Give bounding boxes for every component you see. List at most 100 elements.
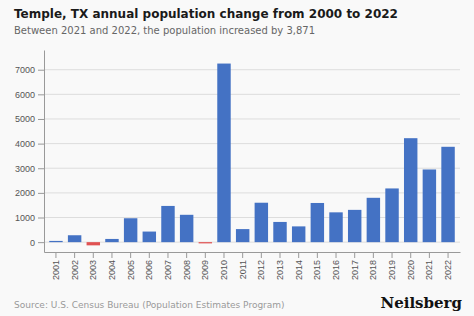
y-tick-label: 2000: [15, 188, 35, 198]
x-tick: 2011: [238, 252, 248, 279]
grid-line: [44, 69, 460, 70]
bar: [161, 206, 174, 242]
x-tick-mark: [55, 252, 56, 258]
x-tick: 2009: [200, 252, 210, 280]
x-tick: 2003: [88, 252, 98, 280]
x-tick: 2008: [182, 252, 192, 280]
grid: [44, 70, 460, 242]
x-tick-mark: [167, 252, 168, 258]
y-tick-label: 6000: [15, 90, 35, 100]
y-tick: 6000: [15, 90, 44, 100]
x-tick: 2002: [70, 252, 80, 280]
bar: [329, 212, 342, 242]
x-tick-mark: [298, 252, 299, 258]
y-tick-mark: [38, 168, 44, 169]
x-tick: 2006: [144, 252, 154, 280]
bar: [385, 188, 398, 242]
x-axis: 2001 2002 2003 2004 2005 2006 2007 2008 2009 2010…: [45, 252, 461, 280]
y-tick: 3000: [15, 164, 44, 174]
subtitle: Between 2021 and 2022, the population in…: [14, 25, 315, 36]
bar: [292, 226, 305, 242]
title: Temple, TX annual population change from…: [14, 7, 398, 21]
bars: [49, 64, 455, 246]
x-tick: 2017: [350, 252, 360, 280]
x-tick: 2019: [387, 252, 397, 280]
x-tick: 2001: [51, 252, 61, 280]
y-tick: 0: [30, 238, 44, 248]
bar: [217, 64, 230, 243]
bar: [68, 235, 81, 242]
x-tick-mark: [205, 252, 206, 258]
x-tick-label: 2001: [51, 260, 61, 280]
x-tick-label: 2018: [368, 260, 378, 280]
bar: [180, 215, 193, 242]
x-tick-label: 2017: [350, 260, 360, 280]
x-tick: 2010: [219, 252, 229, 280]
x-tick-label: 2011: [238, 260, 248, 279]
x-tick: 2005: [126, 252, 136, 280]
x-tick-mark: [410, 252, 411, 258]
grid-line: [44, 94, 460, 95]
x-tick-mark: [93, 252, 94, 258]
x-tick-mark: [130, 252, 131, 258]
y-tick-label: 4000: [15, 139, 35, 149]
x-tick-label: 2021: [424, 260, 434, 280]
chart: Temple, TX annual population change from…: [0, 0, 474, 316]
x-tick-mark: [74, 252, 75, 258]
x-tick-label: 2009: [200, 260, 210, 280]
bar: [105, 239, 118, 242]
y-tick-label: 0: [30, 238, 35, 248]
x-tick-mark: [429, 252, 430, 258]
x-tick-label: 2004: [107, 260, 117, 280]
y-tick: 4000: [15, 139, 44, 149]
x-tick-label: 2007: [163, 260, 173, 280]
x-tick-label: 2012: [256, 260, 266, 280]
bar: [404, 138, 417, 242]
y-tick: 7000: [15, 65, 44, 75]
bar: [255, 203, 268, 242]
x-tick-label: 2022: [443, 260, 453, 280]
grid-line: [44, 143, 460, 144]
x-tick: 2013: [275, 252, 285, 280]
y-tick-mark: [38, 218, 44, 219]
x-tick-mark: [448, 252, 449, 258]
bar: [311, 203, 324, 242]
x-tick-mark: [149, 252, 150, 258]
x-tick-mark: [186, 252, 187, 258]
y-axis-line: [44, 51, 45, 253]
y-tick: 5000: [15, 114, 44, 124]
x-tick-mark: [280, 252, 281, 258]
bar: [49, 241, 62, 242]
x-tick-label: 2008: [182, 260, 192, 280]
x-tick: 2022: [443, 252, 453, 280]
x-tick-mark: [223, 252, 224, 258]
x-tick-label: 2003: [88, 260, 98, 280]
x-tick: 2007: [163, 252, 173, 280]
x-tick: 2015: [312, 252, 322, 280]
bar: [199, 242, 212, 243]
x-tick-mark: [373, 252, 374, 258]
branding: Neilsberg: [380, 294, 462, 312]
grid-line: [44, 118, 460, 119]
x-tick: 2020: [406, 252, 416, 280]
x-tick-mark: [111, 252, 112, 258]
bar: [441, 147, 454, 242]
bar: [87, 242, 100, 245]
y-tick-label: 3000: [15, 164, 35, 174]
bar: [124, 218, 137, 242]
y-tick-mark: [38, 70, 44, 71]
bar: [143, 232, 156, 243]
y-tick-mark: [38, 242, 44, 243]
x-tick-label: 2013: [275, 260, 285, 280]
y-tick-mark: [38, 193, 44, 194]
x-tick-label: 2005: [126, 260, 136, 280]
x-tick: 2021: [424, 252, 434, 280]
bar: [236, 229, 249, 242]
y-tick: 2000: [15, 188, 44, 198]
x-tick: 2016: [331, 252, 341, 280]
x-tick-label: 2020: [406, 260, 416, 280]
x-tick-label: 2010: [219, 260, 229, 280]
y-tick: 1000: [15, 213, 44, 223]
y-tick-mark: [38, 144, 44, 145]
y-tick-label: 5000: [15, 114, 35, 124]
